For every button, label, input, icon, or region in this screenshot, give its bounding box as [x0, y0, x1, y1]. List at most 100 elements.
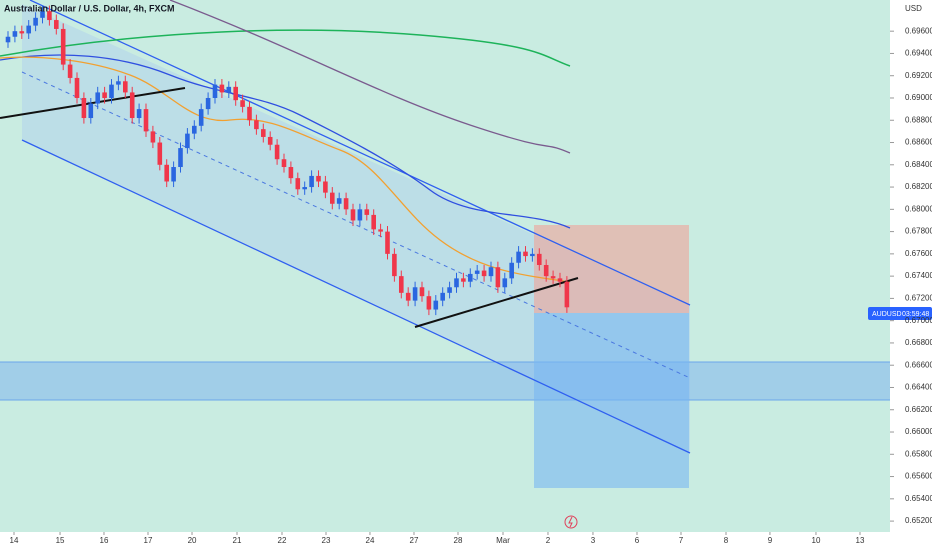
- candle-body: [467, 273, 473, 282]
- y-tick-label: 0.68800: [905, 115, 932, 124]
- y-tick-label: 0.69200: [905, 71, 932, 80]
- channel-upper: [29, 0, 691, 306]
- candle-body: [226, 86, 232, 93]
- candle-body: [509, 262, 514, 279]
- y-tick-label: 0.67800: [905, 227, 932, 236]
- event-icon-bolt: [568, 516, 573, 528]
- x-tick-label: 16: [100, 536, 109, 545]
- candle-body: [212, 84, 218, 98]
- candle-body: [392, 253, 397, 277]
- candle-body: [488, 267, 494, 277]
- candle-body: [233, 86, 238, 101]
- candle-body: [12, 31, 18, 37]
- candle-body: [364, 209, 370, 215]
- channel-mid: [21, 71, 691, 379]
- candle-body: [564, 281, 570, 308]
- candle-body: [523, 251, 528, 257]
- ma-purple: [169, 0, 571, 154]
- candle-body: [267, 136, 273, 145]
- candle-body: [405, 292, 411, 301]
- y-tick-label: 0.65600: [905, 472, 932, 481]
- candle-body: [295, 178, 301, 190]
- price-tag-symbol: AUDUSD: [872, 311, 902, 318]
- channel-lower: [21, 139, 691, 454]
- candle-body: [185, 133, 190, 149]
- candle-body: [474, 270, 480, 274]
- target-box: [534, 313, 689, 488]
- candle-body: [557, 278, 563, 282]
- candle-body: [502, 278, 508, 288]
- candle-body: [447, 287, 452, 293]
- candle-body: [88, 103, 94, 119]
- candle-body: [171, 167, 176, 182]
- event-icon[interactable]: [564, 515, 578, 529]
- candle-body: [350, 209, 356, 221]
- y-tick-label: 0.67000: [905, 316, 932, 325]
- candle-body: [136, 109, 142, 119]
- x-tick-label: 6: [635, 536, 640, 545]
- candle-body: [336, 198, 342, 204]
- candle-body: [67, 64, 73, 78]
- candle-body: [247, 106, 252, 121]
- candle-body: [143, 109, 149, 132]
- x-tick-label: 22: [278, 536, 287, 545]
- candle-body: [323, 181, 328, 193]
- candle-body: [302, 187, 307, 190]
- candle-body: [309, 175, 314, 188]
- x-tick-label: 7: [679, 536, 684, 545]
- candle-body: [109, 84, 114, 98]
- candle-body: [412, 287, 418, 301]
- y-tick-label: 0.67200: [905, 294, 932, 303]
- y-tick-label: 0.65800: [905, 449, 932, 458]
- candle-body: [150, 131, 156, 143]
- ma-orange: [0, 56, 571, 283]
- y-tick-label: 0.67400: [905, 271, 932, 280]
- candle-body: [178, 148, 183, 168]
- zone-band: [0, 362, 890, 400]
- y-tick-label: 0.66600: [905, 360, 932, 369]
- candle-body: [433, 300, 439, 310]
- candle-body: [461, 278, 466, 282]
- x-tick-label: 10: [812, 536, 821, 545]
- candle-body: [164, 164, 169, 182]
- candle-body: [54, 20, 59, 29]
- y-tick-label: 0.69600: [905, 26, 932, 35]
- y-tick-label: 0.65400: [905, 494, 932, 503]
- candle-body: [33, 17, 38, 26]
- candle-body: [157, 142, 163, 165]
- candle-body: [254, 120, 259, 130]
- chart-title: Australian Dollar / U.S. Dollar, 4h, FXC…: [4, 3, 175, 13]
- price-axis-panel: [890, 0, 932, 550]
- candle-body: [116, 81, 121, 85]
- candle-body: [419, 287, 425, 297]
- y-tick-label: 0.68400: [905, 160, 932, 169]
- candle-body: [74, 77, 80, 98]
- x-tick-label: 2: [546, 536, 551, 545]
- candle-body: [40, 11, 45, 18]
- candle-body: [516, 251, 521, 263]
- y-tick-label: 0.67600: [905, 249, 932, 258]
- candle-body: [95, 92, 101, 104]
- candle-body: [274, 144, 280, 160]
- trendline: [0, 87, 186, 119]
- candle-body: [240, 100, 245, 107]
- candle-body: [26, 25, 32, 34]
- y-tick-label: 0.68200: [905, 182, 932, 191]
- candle-body: [371, 214, 376, 230]
- time-axis-panel: [0, 532, 890, 550]
- trendline: [414, 277, 579, 328]
- candle-body: [19, 31, 25, 34]
- candle-body: [530, 253, 535, 257]
- candle-body: [385, 231, 390, 254]
- ma-green: [0, 29, 571, 67]
- candle-body: [536, 253, 542, 265]
- candle-body: [357, 209, 363, 221]
- candle-body: [47, 11, 52, 21]
- candle-body: [260, 129, 266, 137]
- candle-body: [343, 198, 349, 210]
- candle-body: [198, 109, 204, 126]
- x-tick-label: 23: [322, 536, 331, 545]
- candle-body: [426, 296, 432, 310]
- x-tick-label: 20: [188, 536, 197, 545]
